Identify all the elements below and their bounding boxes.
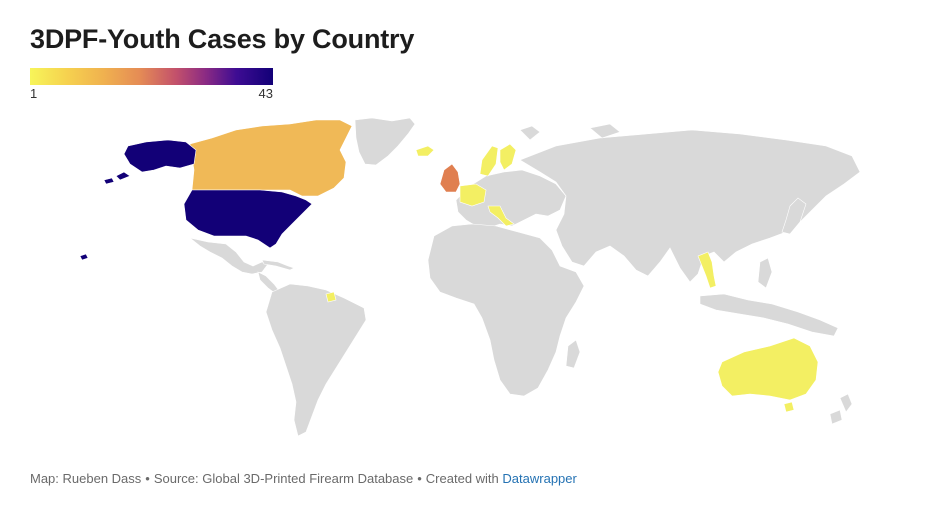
- country-new-zealand[interactable]: [829, 393, 853, 425]
- map-title: 3DPF-Youth Cases by Country: [30, 24, 415, 54]
- southeast-asia-islands[interactable]: [699, 293, 839, 337]
- country-mexico[interactable]: [189, 237, 269, 275]
- country-united-kingdom[interactable]: [439, 163, 461, 193]
- separator: •: [417, 471, 422, 486]
- separator: •: [145, 471, 150, 486]
- country-germany[interactable]: [459, 183, 487, 207]
- continent-south-america[interactable]: [265, 283, 367, 437]
- country-madagascar[interactable]: [565, 339, 581, 369]
- arctic-islands[interactable]: [519, 123, 621, 141]
- country-japan[interactable]: [781, 197, 807, 235]
- continent-africa[interactable]: [427, 223, 585, 397]
- source-credit: Source: Global 3D-Printed Firearm Databa…: [153, 471, 414, 486]
- legend-labels: 1 43: [30, 85, 273, 101]
- legend-max-label: 43: [258, 86, 273, 101]
- datawrapper-link[interactable]: Datawrapper: [502, 471, 577, 486]
- world-map: [79, 117, 861, 437]
- country-greenland[interactable]: [354, 117, 416, 166]
- footer-credits: Map: Rueben Dass • Source: Global 3D-Print…: [30, 471, 577, 486]
- map-credit: Map: Rueben Dass: [30, 471, 142, 486]
- countries-no-data: [189, 117, 861, 437]
- country-australia-tasmania[interactable]: [783, 401, 795, 413]
- created-with-text: Created with: [425, 471, 499, 486]
- country-iceland[interactable]: [415, 145, 435, 157]
- country-philippines[interactable]: [757, 257, 773, 289]
- country-united-states-hawaii[interactable]: [79, 253, 89, 261]
- country-australia[interactable]: [717, 337, 819, 401]
- legend-gradient-bar: [30, 68, 273, 85]
- country-canada[interactable]: [189, 119, 353, 197]
- country-vietnam[interactable]: [697, 251, 717, 289]
- legend-min-label: 1: [30, 86, 38, 101]
- color-legend: 1 43: [30, 68, 273, 101]
- alaska-islands[interactable]: [103, 171, 131, 185]
- caribbean-islands[interactable]: [261, 259, 295, 271]
- country-suriname[interactable]: [325, 291, 337, 303]
- country-italy[interactable]: [487, 205, 515, 227]
- country-united-states-alaska[interactable]: [123, 139, 197, 173]
- continent-asia[interactable]: [519, 129, 861, 283]
- country-united-states[interactable]: [183, 189, 313, 249]
- countries-with-cases: [79, 119, 819, 413]
- country-sweden[interactable]: [479, 145, 499, 177]
- country-finland[interactable]: [499, 143, 517, 171]
